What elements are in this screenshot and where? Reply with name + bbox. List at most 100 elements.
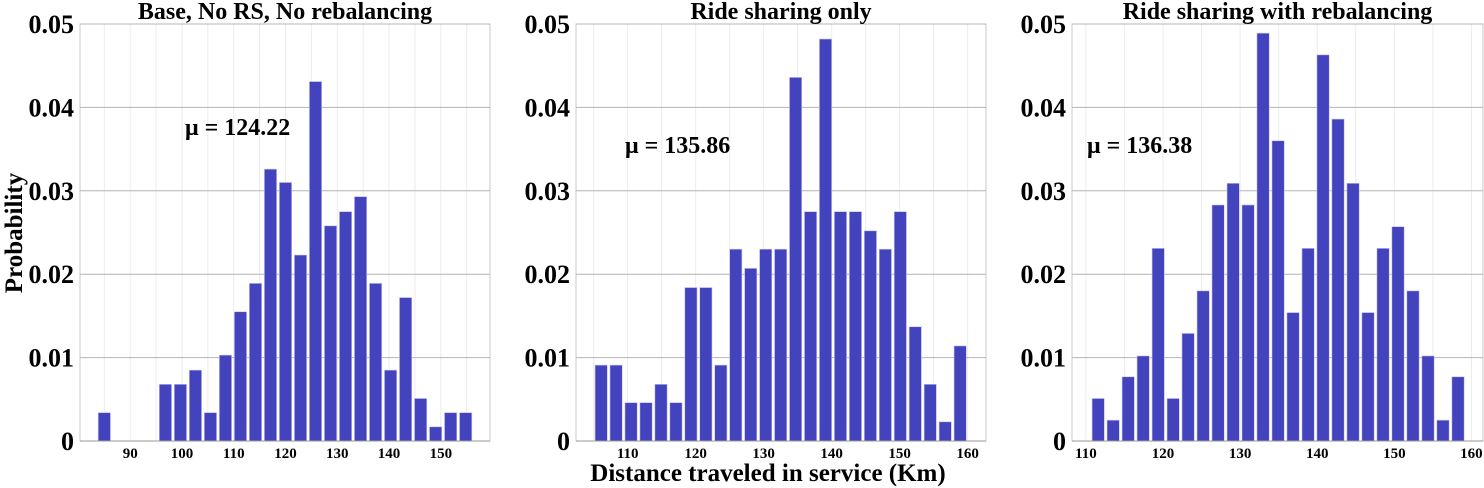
histogram-bar xyxy=(1271,140,1285,442)
histogram-bar xyxy=(744,268,758,442)
y-tick-label: 0.04 xyxy=(29,93,75,122)
x-tick-label: 90 xyxy=(123,446,138,462)
histogram-bar xyxy=(294,254,307,442)
mean-annotation: μ = 124.22 xyxy=(185,115,290,141)
y-tick-label: 0.04 xyxy=(525,93,571,122)
histogram-bar xyxy=(264,168,277,442)
histogram-bar xyxy=(1226,182,1240,442)
histogram-bar xyxy=(414,398,428,442)
x-tick-label: 110 xyxy=(223,446,245,462)
histogram-bar xyxy=(654,383,668,442)
histogram-bar xyxy=(279,182,292,442)
x-tick-label: 150 xyxy=(430,446,453,462)
x-tick-label: 140 xyxy=(1306,446,1329,462)
mean-annotation: μ = 136.38 xyxy=(1087,133,1192,159)
histogram-bar xyxy=(669,402,683,442)
histogram-bar xyxy=(729,248,743,442)
x-tick-label: 150 xyxy=(1383,446,1406,462)
histogram-bar xyxy=(1091,398,1105,442)
histogram-bar xyxy=(384,369,398,442)
histogram-bar xyxy=(173,383,187,442)
histogram-bar xyxy=(429,426,443,442)
histogram-bar xyxy=(1196,290,1210,442)
panel-title: Ride sharing with rebalancing xyxy=(1123,0,1433,25)
histogram-bar xyxy=(1256,32,1270,442)
histogram-bar xyxy=(444,412,458,442)
histogram-bar xyxy=(1451,376,1465,442)
panel-3: 0 0.01 0.02 0.03 0.04 0.05 110 120 130 140 150 160 R… xyxy=(1021,0,1484,462)
histogram-bar xyxy=(1121,376,1135,442)
histogram-bar xyxy=(834,211,847,442)
x-tick-label: 110 xyxy=(1075,446,1097,462)
histogram-bar xyxy=(158,383,172,442)
y-tick-label: 0.03 xyxy=(525,177,571,206)
y-tick-label: 0.02 xyxy=(29,260,75,289)
histogram-bar xyxy=(1376,248,1390,442)
histogram-bar xyxy=(849,211,862,442)
histogram-bar xyxy=(324,225,338,442)
histogram-bar xyxy=(1316,54,1330,442)
histogram-bar xyxy=(1361,312,1375,442)
y-tick-label: 0.01 xyxy=(29,344,75,373)
mean-annotation: μ = 135.86 xyxy=(625,133,730,159)
histogram-bar xyxy=(699,287,713,442)
histogram-bar xyxy=(624,402,638,442)
histogram-bar xyxy=(908,326,922,442)
x-tick-label: 160 xyxy=(956,446,979,462)
histogram-bar xyxy=(339,211,353,442)
y-tick-label: 0.01 xyxy=(1021,344,1067,373)
histogram-bar xyxy=(1211,204,1225,442)
y-tick-label: 0.02 xyxy=(1021,260,1067,289)
histogram-bar xyxy=(923,383,937,442)
histogram-bar xyxy=(1301,248,1315,442)
histogram-bar xyxy=(759,248,773,442)
histogram-bar xyxy=(309,81,322,442)
histogram-bar xyxy=(804,211,818,442)
x-tick-label: 120 xyxy=(684,446,707,462)
histogram-bar xyxy=(893,211,907,442)
y-tick-label: 0.04 xyxy=(1021,93,1067,122)
histogram-bar xyxy=(1136,355,1150,442)
histogram-bar xyxy=(249,283,262,442)
y-tick-label: 0.02 xyxy=(525,260,571,289)
panel-title: Ride sharing only xyxy=(690,0,871,25)
y-tick-label: 0.05 xyxy=(29,10,75,39)
histogram-bar xyxy=(1106,419,1120,442)
histogram-bar xyxy=(1436,419,1450,442)
x-tick-label: 100 xyxy=(171,446,194,462)
panel-1: 0 0.01 0.02 0.03 0.04 0.05 90 100 110 120 130 140 15… xyxy=(29,0,491,462)
histogram-bar xyxy=(1151,248,1165,442)
histogram-bar xyxy=(863,230,877,442)
x-tick-label: 150 xyxy=(888,446,911,462)
y-tick-label: 0.05 xyxy=(525,10,571,39)
histogram-bar xyxy=(399,297,413,442)
histogram-bar xyxy=(1391,226,1405,442)
x-tick-label: 110 xyxy=(617,446,639,462)
y-tick-label: 0 xyxy=(1053,427,1066,456)
histogram-bar xyxy=(188,369,202,442)
x-tick-label: 130 xyxy=(1229,446,1252,462)
histogram-bar xyxy=(878,248,892,442)
histogram-bar xyxy=(1421,355,1435,442)
x-tick-label: 140 xyxy=(820,446,843,462)
x-tick-label: 120 xyxy=(274,446,297,462)
histogram-bar xyxy=(684,287,698,442)
y-tick-label: 0.05 xyxy=(1021,10,1067,39)
histogram-bar xyxy=(639,402,653,442)
histogram-bar xyxy=(1406,290,1420,442)
histogram-bar xyxy=(609,364,623,442)
histogram-bar xyxy=(714,364,728,442)
x-tick-label: 140 xyxy=(378,446,401,462)
histogram-bar xyxy=(594,364,608,442)
panel-title: Base, No RS, No rebalancing xyxy=(138,0,432,25)
histogram-bar xyxy=(1346,182,1360,442)
histogram-bar xyxy=(219,354,232,442)
histogram-bar xyxy=(774,248,788,442)
y-tick-label: 0.03 xyxy=(1021,177,1067,206)
histogram-bar xyxy=(1286,312,1300,442)
x-tick-label: 120 xyxy=(1152,446,1175,462)
histogram-bar xyxy=(203,412,217,442)
histogram-bar xyxy=(234,311,247,442)
histogram-bar xyxy=(819,38,832,442)
